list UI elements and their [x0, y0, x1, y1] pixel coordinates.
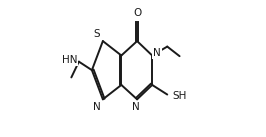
- Text: N: N: [93, 102, 101, 112]
- Text: N: N: [132, 102, 140, 112]
- Text: N: N: [153, 48, 161, 58]
- Text: HN: HN: [62, 55, 77, 65]
- Text: O: O: [133, 8, 141, 18]
- Text: SH: SH: [173, 91, 187, 101]
- Text: S: S: [94, 29, 100, 39]
